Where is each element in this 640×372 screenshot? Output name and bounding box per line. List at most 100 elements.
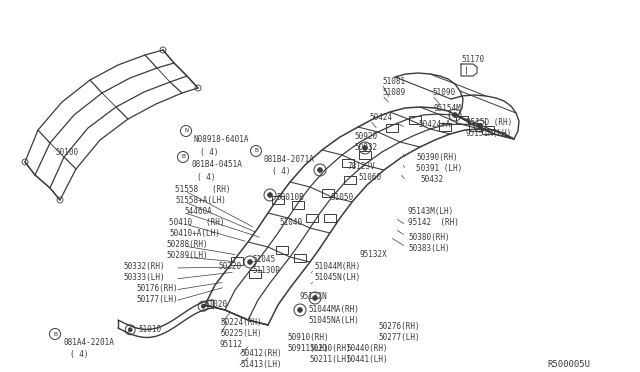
- Polygon shape: [390, 112, 450, 134]
- Text: 51050: 51050: [330, 193, 353, 202]
- Text: 51558+A(LH): 51558+A(LH): [175, 196, 226, 205]
- Text: 50176(RH): 50176(RH): [136, 284, 178, 293]
- Text: 50441(LH): 50441(LH): [346, 355, 388, 364]
- Text: 51010: 51010: [138, 325, 161, 334]
- Bar: [439, 123, 451, 131]
- Text: 54460A: 54460A: [184, 207, 212, 216]
- Text: 50410   (RH): 50410 (RH): [169, 218, 225, 227]
- Text: R500005U: R500005U: [547, 360, 590, 369]
- Text: 95154M: 95154M: [433, 104, 461, 113]
- Text: 50288(RH): 50288(RH): [166, 240, 207, 249]
- Text: 50276(RH): 50276(RH): [378, 322, 420, 331]
- Circle shape: [22, 159, 28, 165]
- Circle shape: [452, 113, 458, 118]
- Text: 95122N: 95122N: [300, 292, 328, 301]
- Bar: [324, 214, 336, 222]
- Text: 51045N(LH): 51045N(LH): [314, 273, 360, 282]
- Text: 51558   (RH): 51558 (RH): [175, 185, 230, 194]
- Bar: [342, 159, 354, 167]
- Text: B: B: [181, 154, 185, 160]
- Text: B: B: [254, 148, 258, 154]
- Bar: [386, 124, 398, 132]
- Text: 51045: 51045: [252, 255, 275, 264]
- Text: 50010B: 50010B: [276, 193, 304, 202]
- Text: 95112: 95112: [219, 340, 242, 349]
- Text: 50424: 50424: [369, 113, 392, 122]
- Circle shape: [160, 47, 166, 53]
- Circle shape: [317, 168, 323, 172]
- Text: 95151M(LH): 95151M(LH): [466, 129, 512, 138]
- Text: B: B: [53, 331, 57, 337]
- Circle shape: [298, 308, 302, 312]
- Text: 50391 (LH): 50391 (LH): [416, 164, 462, 173]
- Text: 50210(RH): 50210(RH): [309, 344, 351, 353]
- Text: 50220: 50220: [218, 262, 241, 271]
- Bar: [469, 123, 481, 131]
- Circle shape: [268, 193, 273, 198]
- Text: N08918-6401A: N08918-6401A: [194, 135, 250, 144]
- Text: 78123V: 78123V: [347, 162, 375, 171]
- Text: ( 4): ( 4): [200, 148, 218, 157]
- Text: 081A4-2201A: 081A4-2201A: [63, 338, 114, 347]
- Bar: [276, 246, 288, 254]
- Text: 50177(LH): 50177(LH): [136, 295, 178, 304]
- Circle shape: [312, 296, 317, 301]
- Circle shape: [57, 197, 63, 203]
- Text: 50289(LH): 50289(LH): [166, 251, 207, 260]
- Text: ( 4): ( 4): [197, 173, 216, 182]
- Bar: [344, 176, 356, 184]
- Text: N: N: [184, 128, 188, 134]
- Text: 95132X: 95132X: [360, 250, 388, 259]
- Bar: [359, 151, 371, 159]
- Text: ( 4): ( 4): [70, 350, 88, 359]
- Text: 50100: 50100: [55, 148, 78, 157]
- Bar: [249, 270, 261, 278]
- Polygon shape: [268, 213, 330, 233]
- Text: 50390(RH): 50390(RH): [416, 153, 458, 162]
- Text: 50910(RH): 50910(RH): [287, 333, 328, 342]
- Text: 51020: 51020: [204, 300, 227, 309]
- Text: 50932: 50932: [354, 143, 377, 152]
- Circle shape: [195, 85, 201, 91]
- Text: 50920: 50920: [354, 132, 377, 141]
- Bar: [272, 196, 284, 204]
- Text: 081B4-0451A: 081B4-0451A: [191, 160, 242, 169]
- Text: 50225(LH): 50225(LH): [220, 329, 262, 338]
- Text: 51044MA(RH): 51044MA(RH): [308, 305, 359, 314]
- Text: 95143M(LH): 95143M(LH): [408, 207, 454, 216]
- Text: 50412(RH): 50412(RH): [240, 349, 282, 358]
- Text: 51044M(RH): 51044M(RH): [314, 262, 360, 271]
- Bar: [322, 189, 334, 197]
- Text: 50432: 50432: [420, 175, 443, 184]
- Bar: [456, 116, 468, 124]
- Bar: [409, 116, 421, 124]
- Text: 50440(RH): 50440(RH): [346, 344, 388, 353]
- Circle shape: [248, 260, 252, 264]
- Text: 51089: 51089: [382, 88, 405, 97]
- Polygon shape: [322, 150, 384, 170]
- Text: 51413(LH): 51413(LH): [240, 360, 282, 369]
- Bar: [482, 126, 494, 134]
- Text: 081B4-2071A: 081B4-2071A: [264, 155, 315, 164]
- Text: 51045NA(LH): 51045NA(LH): [308, 316, 359, 325]
- Text: 50332(RH): 50332(RH): [123, 262, 164, 271]
- Text: 50211(LH): 50211(LH): [309, 355, 351, 364]
- Text: 51060: 51060: [358, 173, 381, 182]
- Text: 50277(LH): 50277(LH): [378, 333, 420, 342]
- Bar: [292, 201, 304, 209]
- Text: 50224(RH): 50224(RH): [220, 318, 262, 327]
- Circle shape: [477, 124, 483, 128]
- Circle shape: [201, 304, 205, 308]
- Text: 50383(LH): 50383(LH): [408, 244, 450, 253]
- Text: 50424+A: 50424+A: [418, 120, 451, 129]
- Circle shape: [128, 328, 132, 332]
- Bar: [231, 257, 243, 265]
- Bar: [306, 214, 318, 222]
- Text: 51130P: 51130P: [252, 266, 280, 275]
- Text: 51170: 51170: [461, 55, 484, 64]
- Text: 50911(LH): 50911(LH): [287, 344, 328, 353]
- Text: 95142  (RH): 95142 (RH): [408, 218, 459, 227]
- Text: 51090: 51090: [432, 88, 455, 97]
- Text: 50380(RH): 50380(RH): [408, 233, 450, 242]
- Circle shape: [363, 145, 367, 150]
